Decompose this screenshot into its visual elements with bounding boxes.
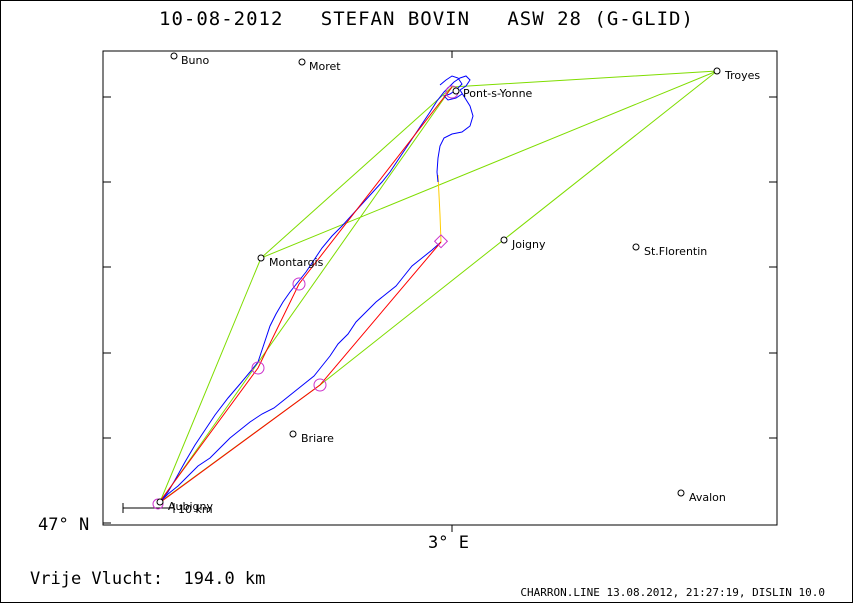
city-avalon: Avalon — [677, 489, 726, 504]
city-buno: Buno — [170, 52, 209, 67]
latitude-label: 47° N — [38, 515, 89, 535]
city-joigny: Joigny — [500, 236, 546, 251]
svg-text:Moret: Moret — [309, 60, 341, 73]
svg-text:Joigny: Joigny — [511, 238, 546, 251]
svg-text:Briare: Briare — [301, 432, 334, 445]
city-st-florentin: St.Florentin — [632, 243, 707, 258]
scale-bar — [122, 503, 175, 513]
task-line — [157, 86, 453, 505]
turnpoint-markers — [152, 85, 459, 510]
city-moret: Moret — [298, 58, 341, 73]
svg-text:Aubigny: Aubigny — [168, 500, 213, 513]
svg-text:Troyes: Troyes — [724, 69, 760, 82]
flight-legs — [159, 70, 718, 503]
svg-text:St.Florentin: St.Florentin — [644, 245, 707, 258]
svg-text:Buno: Buno — [181, 54, 209, 67]
return-leg — [437, 174, 442, 243]
svg-text:Montargis: Montargis — [269, 256, 324, 269]
right-ticks — [769, 96, 777, 439]
svg-text:Pont-s-Yonne: Pont-s-Yonne — [463, 87, 533, 100]
city-montargis: Montargis — [257, 254, 324, 269]
city-briare: Briare — [289, 430, 334, 445]
longitude-label: 3° E — [428, 533, 469, 553]
flight-title: 10-08-2012 STEFAN BOVIN ASW 28 (G-GLID) — [159, 8, 694, 30]
left-ticks — [103, 96, 111, 524]
scale-bar-label: 10 km — [178, 503, 213, 516]
svg-text:Avalon: Avalon — [689, 491, 726, 504]
free-flight-distance: Vrije Vlucht: 194.0 km — [30, 569, 266, 589]
city-pont-s-yonne: Pont-s-Yonne — [452, 87, 533, 100]
credits-line: CHARRON.LINE 13.08.2012, 21:27:19, DISLI… — [520, 586, 825, 599]
map-border — [102, 50, 778, 526]
city-aubigny: Aubigny — [156, 498, 213, 513]
city-troyes: Troyes — [713, 67, 760, 82]
